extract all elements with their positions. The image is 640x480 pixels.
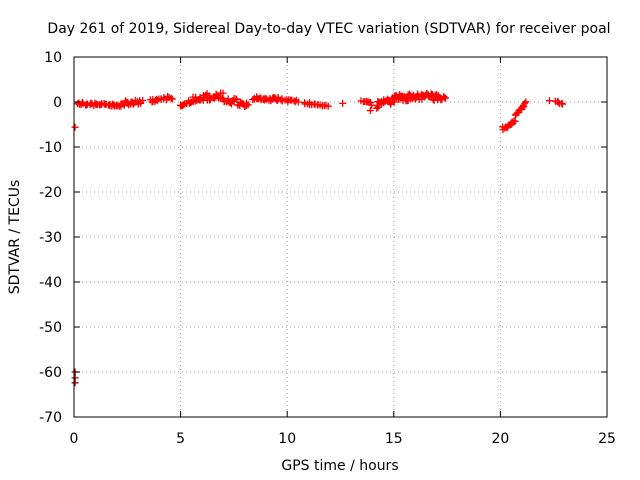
- data-point: [71, 379, 79, 387]
- data-point: [149, 98, 157, 106]
- data-point: [366, 107, 374, 115]
- x-tick-label: 5: [176, 431, 185, 447]
- plot-frame: [73, 56, 608, 418]
- data-point: [233, 95, 241, 103]
- data-point: [294, 98, 302, 106]
- grid-lines: [74, 57, 607, 417]
- y-tick-label: -60: [39, 365, 62, 381]
- data-point: [511, 117, 519, 125]
- x-tick-label: 15: [385, 431, 403, 447]
- x-tick-label: 10: [278, 431, 296, 447]
- data-point: [430, 96, 438, 104]
- data-point: [139, 96, 147, 104]
- data-point: [164, 92, 172, 100]
- x-tick-label: 20: [491, 431, 509, 447]
- data-point: [167, 94, 175, 102]
- data-point: [168, 95, 176, 103]
- x-tick-label: 25: [598, 431, 616, 447]
- y-axis-label: SDTVAR / TECUs: [7, 180, 23, 295]
- data-point: [71, 123, 79, 131]
- chart-title: Day 261 of 2019, Sidereal Day-to-day VTE…: [47, 21, 610, 37]
- data-point: [558, 100, 566, 108]
- data-point: [244, 101, 252, 109]
- y-tick-label: -50: [39, 320, 62, 336]
- y-tick-label: -10: [39, 140, 62, 156]
- data-point: [387, 100, 395, 108]
- y-tick-label: 0: [53, 95, 62, 111]
- data-point: [153, 96, 161, 104]
- x-axis-label: GPS time / hours: [281, 458, 398, 474]
- y-tick-label: -40: [39, 275, 62, 291]
- data-point: [324, 102, 332, 110]
- data-point: [522, 98, 530, 106]
- y-tick-label: -30: [39, 230, 62, 246]
- data-point: [373, 104, 381, 112]
- data-point: [441, 94, 449, 102]
- data-point: [339, 99, 347, 107]
- y-tick-label: -20: [39, 185, 62, 201]
- x-tick-label: 0: [70, 431, 79, 447]
- data-points: [71, 89, 566, 387]
- axis-ticks: 0 5 10 15 20 25 10 0 -10 -20 -30 -40 -50 -60 -70: [39, 50, 616, 447]
- data-point: [212, 90, 220, 98]
- y-tick-label: -70: [39, 410, 62, 426]
- data-point: [521, 99, 529, 107]
- y-tick-label: 10: [44, 50, 62, 66]
- data-point: [374, 103, 382, 111]
- data-point: [558, 99, 566, 107]
- data-point: [440, 93, 448, 101]
- data-point: [545, 97, 553, 105]
